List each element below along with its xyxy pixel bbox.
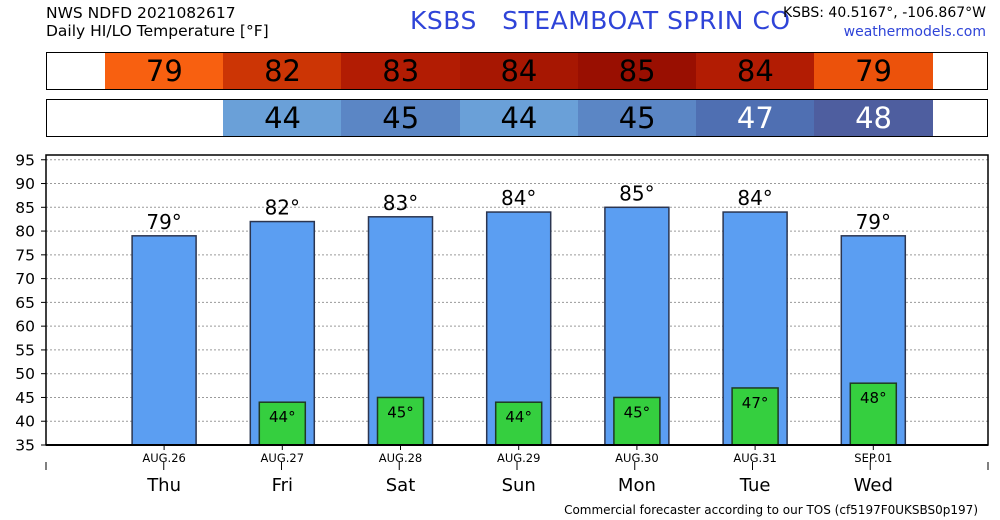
hi-data-label: 79° [856, 210, 891, 234]
y-tick-label: 75 [15, 246, 35, 264]
hi-strip-cell: 84 [696, 53, 815, 89]
y-tick-label: 65 [15, 294, 35, 312]
x-day-label: Sun [502, 475, 536, 496]
lo-strip-cell: 44 [223, 100, 342, 136]
y-tick-label: 95 [15, 151, 35, 169]
y-tick-label: 55 [15, 341, 35, 359]
hi-strip-cell: 82 [223, 53, 342, 89]
lo-data-label: 47° [742, 394, 769, 412]
lo-bar [849, 382, 898, 446]
x-date-label: AUG.28 [379, 451, 422, 465]
footer-note: Commercial forecaster according to our T… [564, 503, 978, 517]
x-date-label: SEP.01 [854, 451, 892, 465]
lo-data-label: 48° [860, 389, 887, 407]
lo-strip-cell: 45 [577, 100, 697, 136]
hi-strip-cell: 85 [577, 53, 697, 89]
lo-temperature-strip: 44 45 44 45 47 48 [46, 99, 988, 137]
x-day-label: Mon [618, 475, 656, 496]
site-link[interactable]: weathermodels.com [843, 24, 986, 40]
x-day-label: Thu [146, 475, 181, 496]
x-date-label: AUG.30 [615, 451, 658, 465]
lo-bar [258, 401, 307, 446]
hi-strip-cell: 83 [341, 53, 461, 89]
lo-strip-cell: 45 [341, 100, 461, 136]
hi-data-label: 84° [737, 186, 772, 210]
hi-bar [131, 235, 197, 446]
y-tick-label: 70 [15, 270, 35, 288]
lo-data-label: 44° [269, 408, 296, 426]
lo-bar [376, 396, 425, 446]
x-day-label: Tue [739, 475, 771, 496]
x-day-label: Fri [272, 475, 293, 496]
x-day-label: Sat [386, 475, 416, 496]
y-tick-label: 45 [15, 389, 35, 407]
y-tick-label: 85 [15, 199, 35, 217]
hi-data-label: 85° [619, 181, 654, 205]
y-tick-label: 60 [15, 318, 35, 336]
station-title: KSBS STEAMBOAT SPRIN CO [410, 6, 791, 35]
lo-bar [731, 387, 779, 446]
product-label: Daily HI/LO Temperature [°F] [46, 22, 269, 40]
lo-strip-cell: 44 [459, 100, 579, 136]
hi-temperature-strip: 79 82 83 84 85 84 79 [46, 52, 988, 90]
x-date-label: AUG.31 [733, 451, 776, 465]
hi-strip-cell: 84 [459, 53, 579, 89]
y-tick-label: 50 [15, 365, 35, 383]
x-day-label: Wed [854, 475, 893, 496]
y-tick-label: 35 [15, 437, 35, 455]
lo-data-label: 45° [387, 403, 414, 421]
hi-strip-cell: 79 [105, 53, 224, 89]
hi-data-label: 83° [383, 191, 418, 215]
lo-bar [494, 401, 543, 446]
hi-data-label: 79° [146, 210, 181, 234]
x-date-label: AUG.26 [142, 451, 185, 465]
station-coords: KSBS: 40.5167°, -106.867°W [782, 5, 986, 21]
y-tick-label: 90 [15, 175, 35, 193]
lo-data-label: 45° [624, 403, 651, 421]
y-tick-label: 80 [15, 223, 35, 241]
hi-data-label: 82° [265, 196, 300, 220]
hi-strip-cell: 79 [814, 53, 933, 89]
y-tick-label: 40 [15, 413, 35, 431]
header-right: KSBS: 40.5167°, -106.867°W weathermodels… [783, 4, 986, 42]
model-run-label: NWS NDFD 2021082617 [46, 4, 236, 22]
lo-strip-cell: 47 [696, 100, 815, 136]
lo-strip-cell: 48 [814, 100, 933, 136]
lo-data-label: 44° [505, 408, 532, 426]
x-date-label: AUG.29 [497, 451, 540, 465]
x-date-label: AUG.27 [261, 451, 304, 465]
header-left: NWS NDFD 2021082617 Daily HI/LO Temperat… [46, 4, 269, 40]
hi-data-label: 84° [501, 186, 536, 210]
